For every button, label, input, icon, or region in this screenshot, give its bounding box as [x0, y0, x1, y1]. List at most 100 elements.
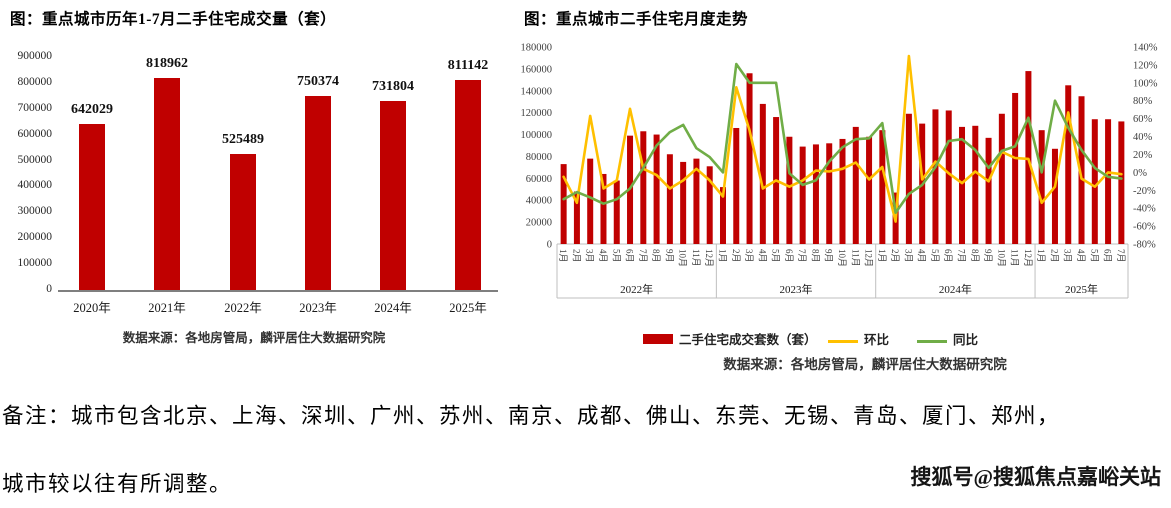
- monthly-bar: [666, 154, 673, 244]
- right-chart-right-ytick: 40%: [1133, 132, 1153, 143]
- monthly-bar: [1078, 96, 1085, 244]
- left-chart-ytick: 800000: [17, 75, 53, 88]
- right-chart-month-label: 5月: [930, 249, 940, 263]
- legend-item-transactions: 二手住宅成交套数（套）: [643, 329, 817, 348]
- right-chart-right-ytick: -60%: [1133, 222, 1156, 233]
- mom-line: [562, 54, 1123, 223]
- legend-item-mom: 环比: [828, 329, 889, 348]
- right-chart-month-label: 7月: [957, 249, 967, 263]
- annual-bar-value-label: 818962: [146, 55, 188, 71]
- monthly-bar: [640, 131, 647, 244]
- left-chart-xtick: 2025年: [449, 301, 487, 315]
- annual-bar-value-label: 750374: [297, 73, 339, 89]
- monthly-bar: [600, 173, 607, 244]
- left-chart-plot-area: 0 100000 200000 300000 400000 500000 600000 700…: [0, 0, 510, 390]
- monthly-bar: [1025, 71, 1032, 244]
- left-chart-ytick: 600000: [17, 127, 53, 140]
- right-chart-month-label: 5月: [611, 249, 621, 263]
- right-chart-right-ytick: -20%: [1133, 186, 1156, 197]
- right-chart-month-label: 6月: [943, 249, 953, 263]
- left-chart-xtick: 2020年: [73, 301, 111, 315]
- monthly-bar: [959, 126, 966, 244]
- right-chart-month-label: 1月: [717, 249, 727, 263]
- monthly-bar: [839, 138, 846, 244]
- monthly-bar: [786, 136, 793, 244]
- watermark-text: 搜狐号@搜狐焦点嘉峪关站: [910, 465, 1161, 489]
- right-chart-month-label: 5月: [771, 249, 781, 263]
- left-chart-ytick: 300000: [17, 205, 53, 218]
- right-chart-month-label: 7月: [638, 249, 648, 263]
- monthly-bar: [985, 137, 992, 244]
- monthly-bar: [1038, 130, 1045, 244]
- right-chart-month-label: 12月: [864, 249, 874, 267]
- right-chart-month-label: 11月: [850, 249, 860, 267]
- right-chart-month-label: 9月: [824, 249, 834, 263]
- monthly-bar: [972, 125, 979, 244]
- right-chart-right-ytick: 140%: [1133, 43, 1158, 54]
- monthly-bar: [852, 126, 859, 244]
- right-chart-month-label: 6月: [625, 249, 635, 263]
- annual-bar: [230, 153, 256, 290]
- annual-bar-value-label: 811142: [447, 58, 489, 73]
- right-chart-title: 图：重点城市二手住宅月度走势: [524, 11, 749, 28]
- monthly-bar: [587, 158, 594, 244]
- monthly-bar: [1065, 85, 1072, 244]
- left-chart-ytick: 500000: [17, 153, 53, 166]
- annual-bar-chart: 图：重点城市历年1-7月二手住宅成交量（套） 0 100000 200000 3000…: [0, 0, 510, 390]
- right-chart-month-label: 5月: [1089, 249, 1099, 263]
- right-chart-month-label: 2月: [571, 249, 581, 263]
- monthly-bar: [932, 109, 939, 244]
- right-chart-left-ytick: 60000: [526, 174, 552, 185]
- monthly-bar: [560, 164, 567, 244]
- monthly-bar: [1051, 148, 1058, 244]
- right-chart-left-ytick: 20000: [526, 218, 552, 229]
- right-chart-month-label: 8月: [651, 249, 661, 263]
- annual-bar: [154, 77, 180, 290]
- right-chart-month-label: 6月: [1103, 249, 1113, 263]
- right-chart-left-ytick: 40000: [526, 196, 552, 207]
- right-chart-right-ytick: 120%: [1133, 60, 1158, 71]
- monthly-bar: [693, 158, 700, 244]
- monthly-bar: [746, 73, 753, 245]
- annual-bar: [380, 100, 406, 290]
- yoy-legend-label: 同比: [953, 333, 979, 347]
- right-chart-year-label: 2022年: [620, 282, 653, 296]
- monthly-bar: [945, 110, 952, 244]
- right-chart-month-label: 9月: [983, 249, 993, 263]
- right-chart-month-label: 10月: [837, 249, 847, 267]
- monthly-bar: [719, 187, 726, 244]
- right-chart-source: 数据来源：各地房管局，麟评居住大数据研究院: [723, 357, 1007, 372]
- right-chart-month-label: 12月: [704, 249, 714, 267]
- monthly-bar: [1012, 92, 1019, 244]
- right-chart-month-label: 4月: [917, 249, 927, 263]
- footnote-line-1: 备注：城市包含北京、上海、深圳、广州、苏州、南京、成都、佛山、东莞、无锡、青岛、…: [2, 404, 1061, 428]
- right-chart-year-label: 2024年: [939, 282, 972, 296]
- right-chart-right-ytick: 100%: [1133, 78, 1158, 89]
- right-chart-month-label: 9月: [664, 249, 674, 263]
- mom-legend-label: 环比: [864, 333, 890, 347]
- right-chart-month-label: 3月: [903, 249, 913, 263]
- right-chart-month-label: 2月: [1049, 249, 1059, 263]
- right-chart-left-ytick: 120000: [521, 108, 553, 119]
- monthly-bar: [866, 136, 873, 244]
- monthly-bar: [799, 146, 806, 244]
- monthly-bar: [613, 180, 620, 244]
- left-chart-ytick: 200000: [17, 231, 53, 244]
- right-chart-month-label: 1月: [558, 249, 568, 263]
- monthly-bar: [826, 143, 833, 244]
- monthly-bar: [905, 113, 912, 244]
- right-chart-month-label: 11月: [1010, 249, 1020, 267]
- right-chart-month-label: 8月: [970, 249, 980, 263]
- right-chart-left-ytick: 140000: [521, 86, 553, 97]
- monthly-bar: [706, 166, 713, 244]
- right-chart-right-ytick: 60%: [1133, 114, 1153, 125]
- monthly-trend-chart: 图：重点城市二手住宅月度走势: [510, 0, 1171, 390]
- monthly-bar: [812, 144, 819, 244]
- annual-bar: [305, 95, 331, 290]
- right-chart-left-ytick: 80000: [526, 152, 552, 163]
- annual-bar: [79, 123, 105, 290]
- right-chart-year-label: 2025年: [1065, 282, 1098, 296]
- right-chart-left-ytick: 160000: [521, 64, 553, 75]
- right-chart-month-label: 4月: [757, 249, 767, 263]
